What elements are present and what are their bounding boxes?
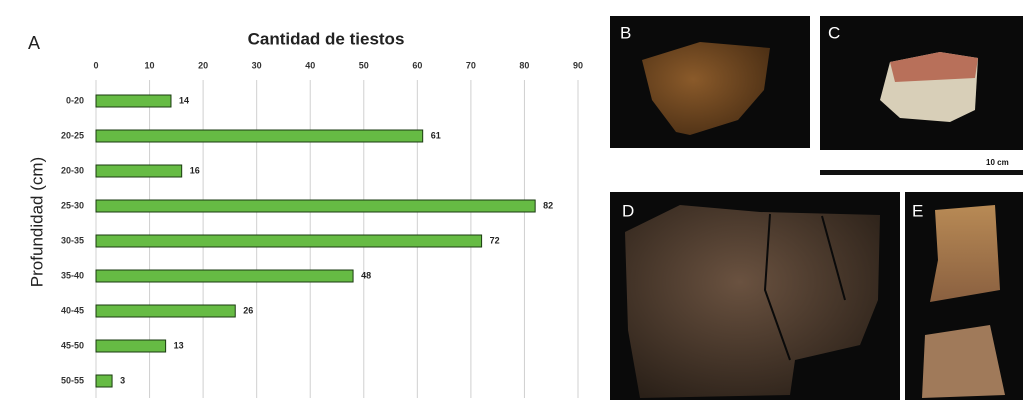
x-tick-label: 60 [412, 60, 422, 70]
bar [95, 129, 424, 143]
y-tick-label: 0-20 [66, 95, 84, 105]
y-tick-label: 20-30 [61, 165, 84, 175]
photo-label: C [828, 23, 840, 42]
y-tick-label: 30-35 [61, 235, 84, 245]
value-label: 13 [174, 340, 184, 350]
photo-c: C [820, 16, 1023, 150]
value-label: 16 [190, 165, 200, 175]
x-tick-label: 80 [519, 60, 529, 70]
photo-b: B [610, 16, 810, 148]
value-label: 72 [490, 235, 500, 245]
plot: 0 10 20 30 40 50 60 70 80 90 0-20 14 20-25 61 20-30 16 2… [61, 60, 583, 398]
bar [95, 234, 483, 248]
value-label: 82 [543, 200, 553, 210]
value-label: 61 [431, 130, 441, 140]
photo-e: E [905, 192, 1023, 400]
y-tick-label: 50-55 [61, 375, 84, 385]
photo-label: B [620, 23, 631, 42]
bar [95, 164, 183, 178]
photo-label: E [912, 201, 923, 220]
panel-label: A [28, 33, 40, 53]
value-label: 48 [361, 270, 371, 280]
chart-title: Cantidad de tiestos [248, 29, 405, 48]
y-tick-label: 25-30 [61, 200, 84, 210]
x-tick-label: 0 [93, 60, 98, 70]
bar [95, 304, 236, 318]
x-tick-label: 40 [305, 60, 315, 70]
bar [95, 269, 354, 283]
x-tick-label: 90 [573, 60, 583, 70]
y-tick-label: 40-45 [61, 305, 84, 315]
y-tick-label: 20-25 [61, 130, 84, 140]
value-label: 14 [179, 95, 189, 105]
x-tick-label: 70 [466, 60, 476, 70]
value-label: 26 [243, 305, 253, 315]
bar [95, 94, 172, 108]
y-axis-label: Profundidad (cm) [27, 157, 46, 287]
photo-label: D [622, 201, 634, 220]
scale-label: 10 cm [986, 158, 1009, 167]
value-label: 3 [120, 375, 125, 385]
x-tick-label: 20 [198, 60, 208, 70]
photo-d: D [610, 192, 900, 400]
bar [95, 374, 113, 388]
y-tick-label: 45-50 [61, 340, 84, 350]
x-tick-label: 30 [252, 60, 262, 70]
x-tick-label: 50 [359, 60, 369, 70]
x-tick-label: 10 [145, 60, 155, 70]
scale-bar [820, 170, 1023, 175]
bar [95, 339, 167, 353]
y-tick-label: 35-40 [61, 270, 84, 280]
bar [95, 199, 536, 213]
